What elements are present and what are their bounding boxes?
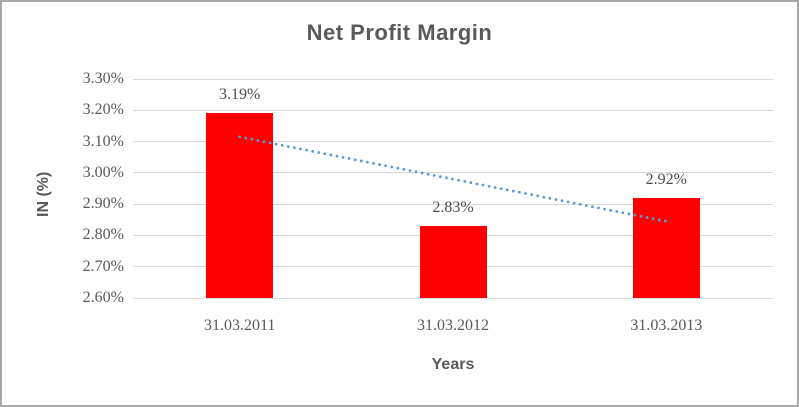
trendline [238,135,668,223]
plot-area [133,78,773,299]
x-tick-label: 31.03.2012 [417,317,489,334]
bar-value-label: 2.92% [645,170,687,188]
gridline [133,141,773,143]
chart-title: Net Profit Margin [306,20,493,45]
gridline [133,297,773,299]
y-tick-label: 3.20% [82,101,124,119]
gridline [133,172,773,174]
y-tick-label: 3.30% [82,70,124,87]
x-axis-title: Years [431,356,475,373]
y-tick-label: 2.90% [82,195,124,213]
bar-2 [419,226,487,298]
y-tick-label: 2.80% [82,226,124,244]
gridline [133,78,773,80]
x-tick-label: 31.03.2013 [630,317,703,334]
y-tick-label: 3.10% [82,132,124,150]
bar-1 [206,113,274,298]
x-tick-label: 31.03.2011 [203,317,276,334]
bar-value-label: 3.19% [218,86,261,104]
gridline [133,109,773,111]
y-axis-title: IN (%) [35,171,52,217]
bar-3 [632,197,700,298]
gridline [133,203,773,205]
y-tick-label: 3.00% [82,163,124,181]
y-tick-label: 2.60% [82,289,124,306]
y-tick-label: 2.70% [82,257,124,275]
bar-value-label: 2.83% [432,199,474,217]
